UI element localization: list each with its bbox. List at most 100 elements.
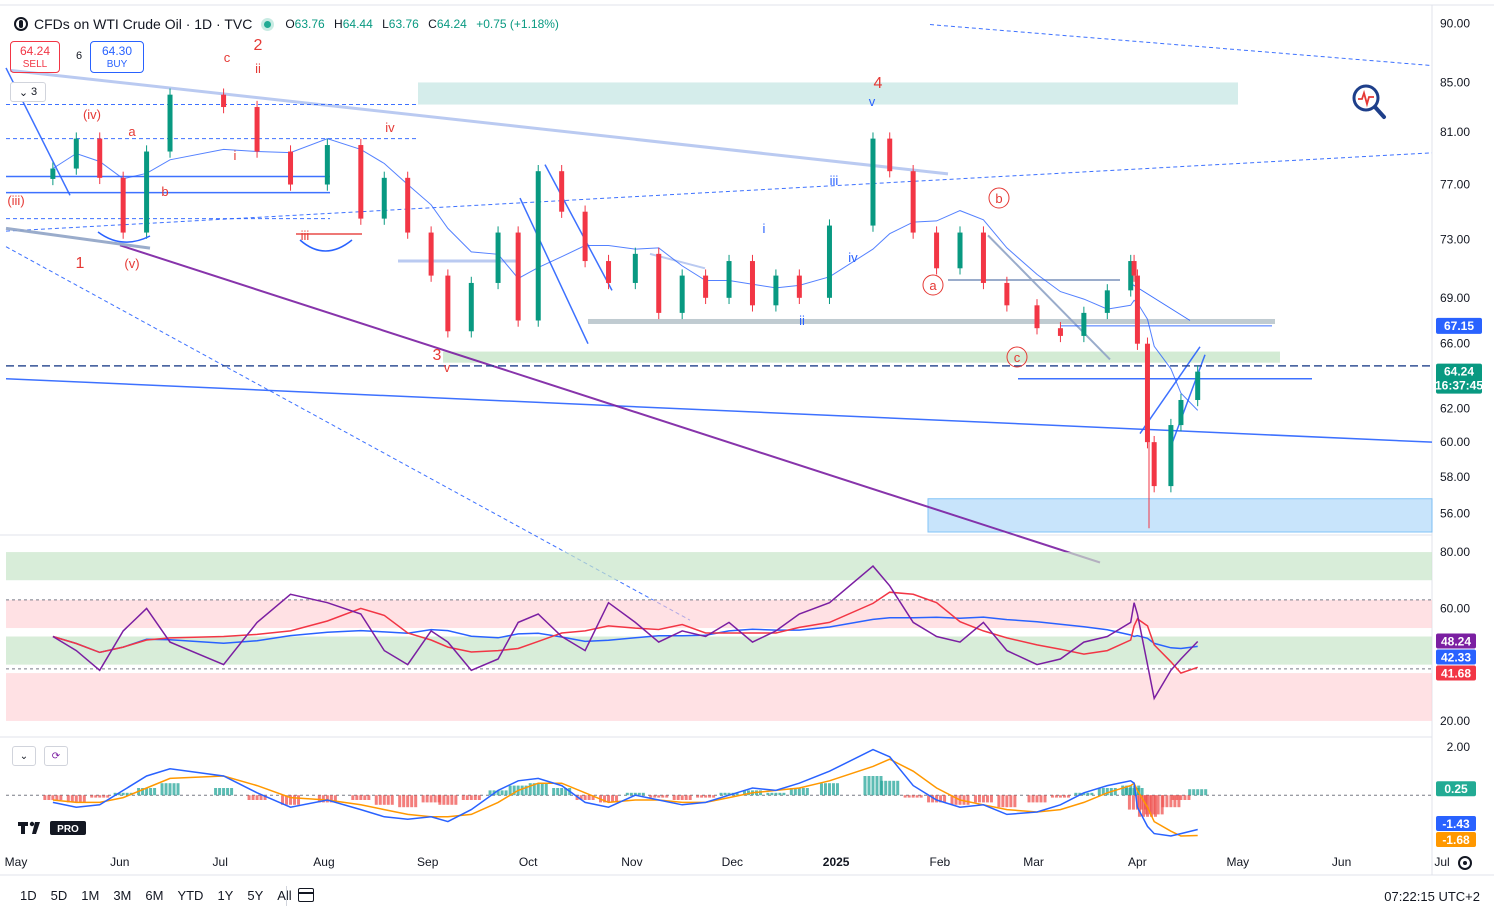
- macd-histogram-bar: [665, 795, 669, 798]
- macd-histogram-bar: [172, 783, 176, 796]
- macd-histogram-bar: [1131, 795, 1135, 810]
- price-label-box: [1436, 363, 1482, 394]
- macd-histogram-bar: [429, 795, 433, 803]
- price-label: 67.15: [1444, 319, 1474, 333]
- macd-histogram-bar: [1082, 792, 1086, 796]
- candle-body: [144, 151, 150, 233]
- calendar-icon[interactable]: [298, 888, 314, 902]
- macd-histogram-bar: [766, 792, 770, 796]
- wave-label: c: [224, 50, 231, 65]
- macd-histogram-bar: [226, 788, 230, 796]
- macd-histogram-bar: [587, 795, 591, 800]
- wave-label: iii: [830, 173, 839, 188]
- refresh-icon[interactable]: ⟳: [44, 746, 68, 766]
- chart-header: CFDs on WTI Crude Oil · 1D · TVC O63.76 …: [14, 12, 559, 36]
- macd-histogram-bar: [712, 795, 716, 798]
- wave-label: iv: [848, 250, 858, 265]
- macd-histogram-bar: [164, 783, 168, 796]
- macd-histogram-bar: [1171, 795, 1175, 800]
- candle-body: [73, 138, 79, 169]
- timeframe-1m[interactable]: 1M: [81, 888, 100, 903]
- timeframe-1d[interactable]: 1D: [20, 888, 37, 903]
- timeframe-5y[interactable]: 5Y: [247, 888, 264, 903]
- macd-histogram-bar: [98, 795, 102, 798]
- macd-histogram-bar: [450, 795, 454, 805]
- candle-body: [606, 261, 612, 283]
- macd-histogram-bar: [827, 783, 831, 796]
- macd-histogram-bar: [962, 795, 966, 805]
- macd-histogram-bar: [473, 795, 477, 800]
- candle-body: [1004, 282, 1010, 306]
- macd-histogram-bar: [680, 795, 684, 800]
- macd-histogram-bar: [583, 795, 587, 800]
- macd-histogram-bar: [789, 788, 793, 796]
- macd-histogram-bar: [704, 795, 708, 798]
- chevron-down-icon: ⌄: [18, 86, 29, 99]
- rsi-value-box: [1436, 665, 1476, 681]
- macd-histogram-bar: [973, 795, 977, 803]
- macd-histogram-bar: [657, 795, 661, 798]
- demand-zone: [927, 498, 1433, 533]
- wave-label: 3: [433, 347, 442, 364]
- price-axis-tick: 58.00: [1440, 470, 1470, 484]
- supply-zone: [418, 82, 1238, 105]
- macd-histogram-bar: [121, 792, 125, 796]
- macd-histogram-bar: [615, 795, 619, 803]
- spread-value: 6: [76, 50, 83, 62]
- timeframe-all[interactable]: All: [277, 888, 292, 903]
- macd-histogram-bar: [935, 795, 939, 803]
- candle-body: [1178, 399, 1184, 426]
- macd-histogram-bar: [378, 795, 382, 805]
- macd-histogram-bar: [1179, 795, 1183, 800]
- macd-line: [52, 748, 1198, 837]
- candle-body: [796, 275, 802, 298]
- wave-label: (iii): [7, 193, 24, 208]
- timeframe-3m[interactable]: 3M: [113, 888, 132, 903]
- timeframe-ytd[interactable]: YTD: [177, 888, 204, 903]
- macd-histogram-bar: [293, 795, 297, 805]
- macd-histogram-bar: [1066, 795, 1070, 798]
- candle-body: [679, 275, 685, 313]
- timeframe-1y[interactable]: 1Y: [217, 888, 234, 903]
- timeframe-5d[interactable]: 5D: [50, 888, 68, 903]
- macd-histogram-bar: [1204, 789, 1208, 796]
- macd-histogram-bar: [1058, 795, 1062, 798]
- candle-body: [773, 275, 779, 306]
- symbol-title[interactable]: CFDs on WTI Crude Oil · 1D · TVC: [34, 16, 253, 32]
- buy-button[interactable]: 64.30 BUY: [90, 41, 144, 73]
- market-status-icon[interactable]: [264, 20, 272, 28]
- macd-histogram-bar: [425, 795, 429, 803]
- clock[interactable]: 07:22:15 UTC+2: [1384, 889, 1480, 904]
- candle-body: [632, 253, 638, 283]
- macd-histogram-bar: [214, 788, 218, 796]
- change-value: +0.75 (+1.18%): [476, 17, 559, 31]
- macd-histogram-bar: [351, 795, 355, 800]
- macd-histogram-bar: [78, 795, 82, 803]
- macd-histogram-bar: [94, 795, 98, 798]
- macd-histogram-bar: [911, 795, 915, 798]
- macd-histogram-bar: [985, 795, 989, 803]
- macd-histogram-bar: [1161, 795, 1165, 808]
- sell-button[interactable]: 64.24 SELL: [10, 41, 60, 73]
- macd-histogram-bar: [1050, 795, 1054, 798]
- macd-histogram-bar: [735, 792, 739, 796]
- macd-histogram-bar: [43, 795, 47, 800]
- indicator-toggle-button[interactable]: ⌄ 3: [10, 82, 46, 102]
- collapse-pane-icon[interactable]: ⌄: [12, 746, 36, 766]
- macd-histogram-bar: [536, 783, 540, 796]
- settings-gear-icon[interactable]: [1458, 856, 1472, 870]
- magnifier-search-icon[interactable]: [1348, 82, 1388, 122]
- macd-histogram-bar: [1188, 789, 1192, 796]
- macd-histogram-bar: [797, 788, 801, 796]
- macd-histogram-bar: [556, 788, 560, 796]
- wave-label: iv: [385, 120, 395, 135]
- date-axis-tick: Mar: [1023, 855, 1044, 869]
- candle-body: [515, 232, 521, 321]
- price-label: 64.24: [1444, 365, 1474, 379]
- macd-histogram-bar: [863, 776, 867, 796]
- rsi-lower-band: [6, 673, 1432, 721]
- macd-histogram-bar: [637, 792, 641, 796]
- timeframe-6m[interactable]: 6M: [145, 888, 164, 903]
- high-label: H: [334, 17, 343, 31]
